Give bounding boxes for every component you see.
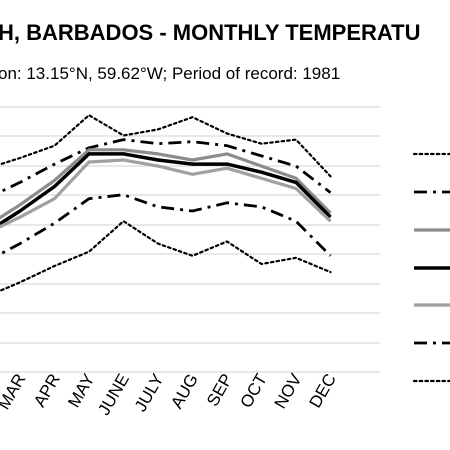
x-tick-label: MAY	[64, 371, 98, 411]
x-tick-label: AUG	[167, 371, 202, 412]
x-tick-label: MAR	[0, 371, 29, 413]
chart-subtitle-text: on: 13.15°N, 59.62°W; Period of record: …	[0, 64, 341, 83]
series-line-2	[0, 138, 332, 194]
series-line-6	[0, 193, 332, 257]
gridlines	[0, 106, 380, 373]
chart-title: H, BARBADOS - MONTHLY TEMPERATU	[0, 20, 450, 48]
series-line-5	[0, 158, 332, 229]
x-tick-label: OCT	[237, 371, 271, 412]
legend	[412, 152, 450, 383]
series-line-4	[0, 152, 332, 226]
x-tick-label: NOV	[271, 370, 306, 412]
series-line-7	[0, 220, 332, 293]
x-tick-label: JUNE	[94, 371, 133, 419]
series-layer	[0, 114, 332, 293]
x-tick-label: APR	[30, 371, 64, 411]
x-tick-label: JULY	[131, 371, 168, 415]
series-line-3	[0, 148, 332, 220]
chart-title-text: H, BARBADOS - MONTHLY TEMPERATU	[0, 20, 421, 45]
x-tick-label: DEC	[306, 371, 340, 412]
series-line-1	[0, 114, 332, 178]
chart-subtitle: on: 13.15°N, 59.62°W; Period of record: …	[0, 64, 450, 86]
x-tick-label: SEP	[203, 371, 236, 410]
